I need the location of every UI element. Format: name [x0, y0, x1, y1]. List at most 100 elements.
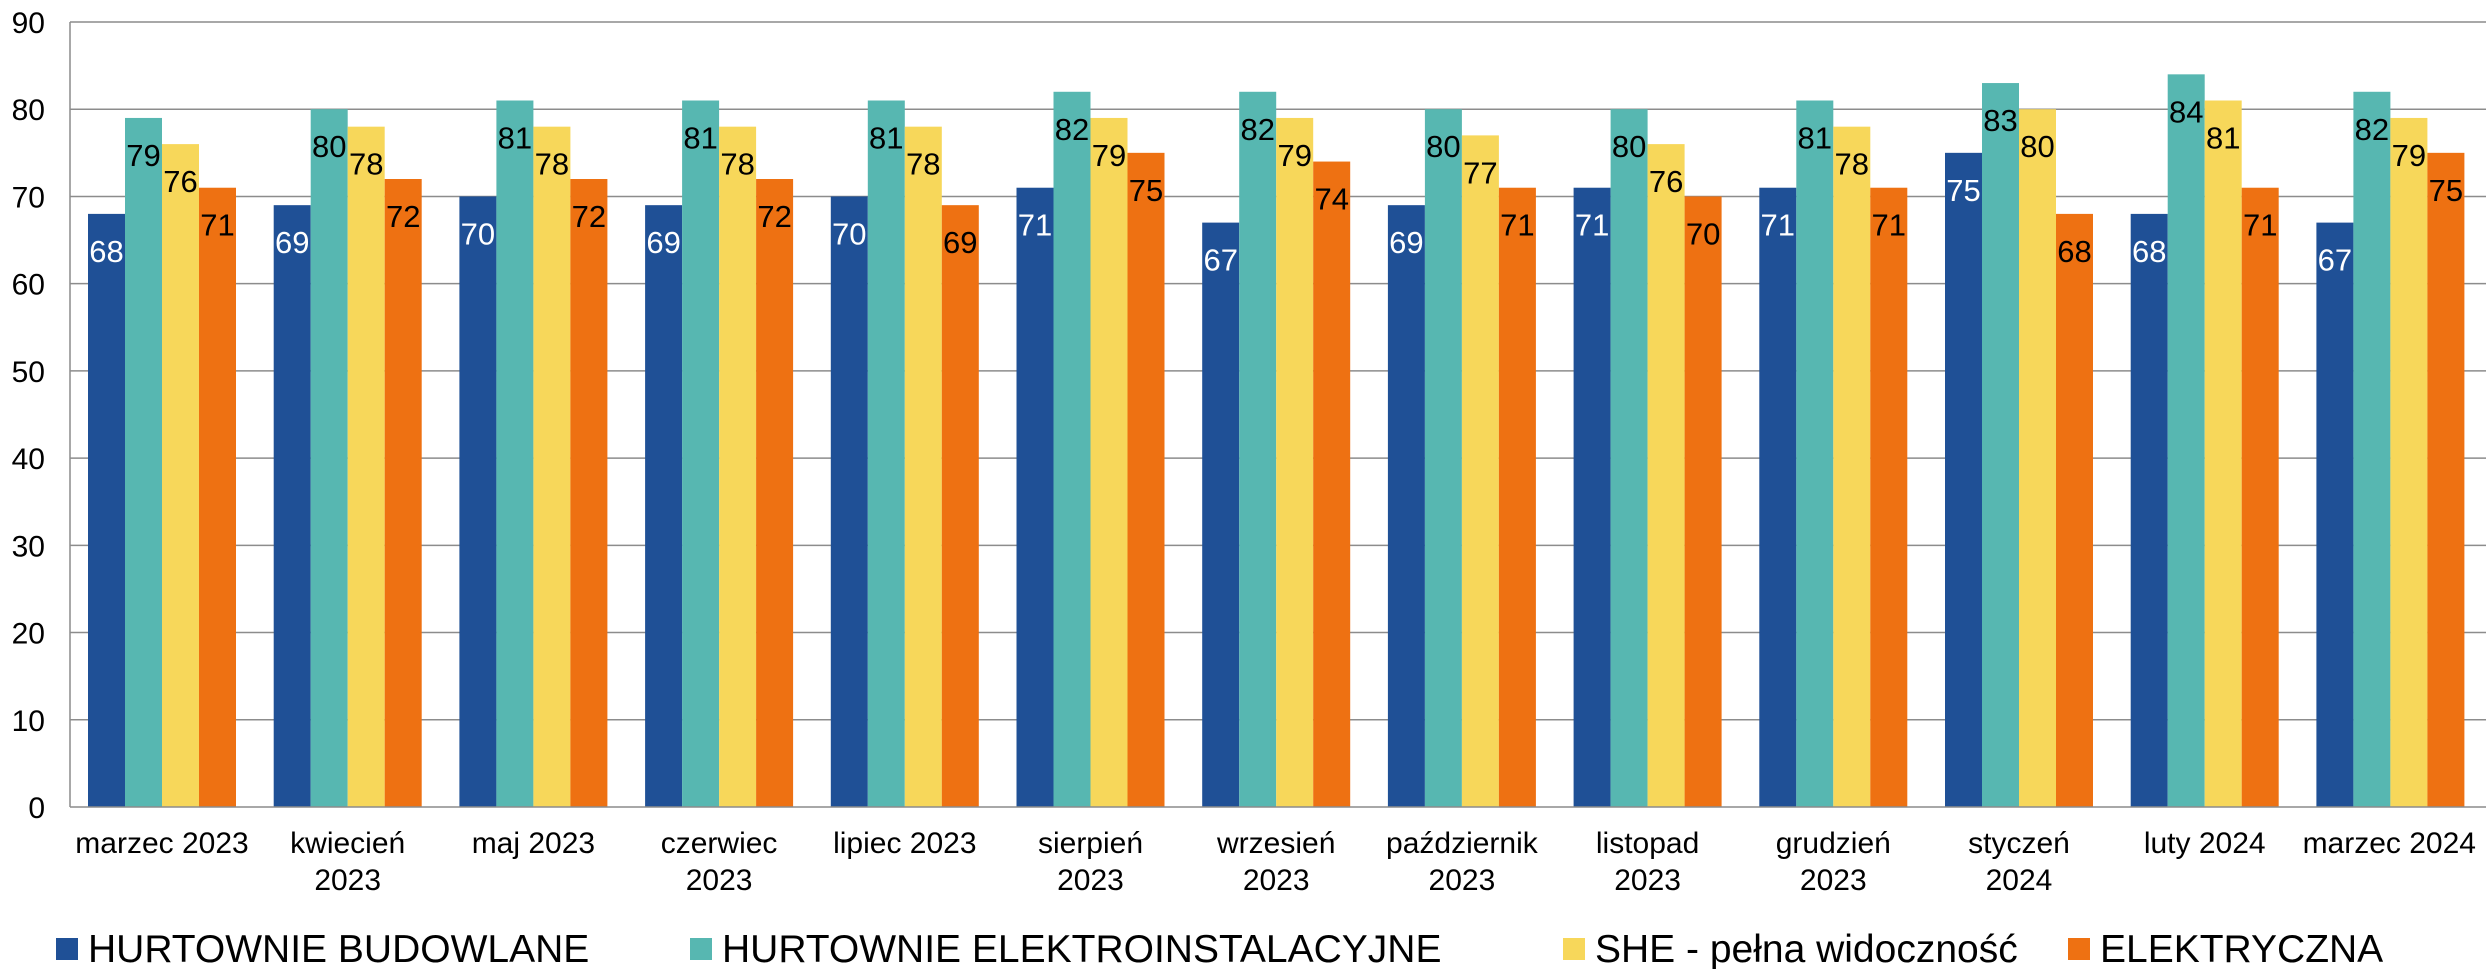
bar: [384, 179, 422, 807]
x-tick-label: 2023: [1057, 864, 1124, 897]
data-label: 82: [1055, 112, 1089, 147]
bar: [310, 109, 348, 807]
bar: [125, 117, 162, 807]
x-tick-label: 2023: [314, 864, 381, 897]
data-label: 67: [1203, 243, 1237, 278]
bar: [1647, 144, 1685, 808]
x-tick-label: maj 2023: [472, 827, 595, 860]
data-label: 82: [1240, 112, 1274, 147]
bar: [719, 126, 757, 807]
bar: [1424, 109, 1462, 807]
bar: [1461, 135, 1499, 807]
data-label: 80: [2020, 129, 2054, 164]
bar: [1870, 187, 1908, 807]
bar: [2353, 91, 2391, 808]
bar: [2427, 152, 2465, 808]
x-tick-label: 2024: [1986, 864, 2053, 897]
y-tick-label: 40: [12, 443, 45, 476]
data-label: 78: [349, 147, 383, 182]
y-tick-label: 80: [12, 94, 45, 127]
data-label: 72: [572, 199, 606, 234]
bar: [645, 205, 683, 807]
bar: [1276, 117, 1314, 807]
data-label: 68: [2057, 234, 2091, 269]
bar: [1239, 91, 1277, 808]
data-label: 81: [869, 121, 903, 156]
y-tick-label: 10: [12, 705, 45, 738]
data-label: 69: [943, 225, 977, 260]
bar: [682, 100, 720, 807]
y-tick-label: 0: [28, 792, 45, 825]
bar: [533, 126, 571, 807]
bar: [1833, 126, 1871, 807]
x-tick-label: 2023: [686, 864, 753, 897]
bar: [347, 126, 385, 807]
data-label: 79: [1092, 138, 1126, 173]
data-label: 77: [1463, 155, 1497, 190]
bar: [2316, 222, 2354, 808]
legend-swatch: [1563, 938, 1585, 960]
legend-swatch: [2068, 938, 2090, 960]
data-label: 75: [1946, 173, 1980, 208]
bar: [496, 100, 534, 807]
x-tick-label: marzec 2024: [2303, 827, 2476, 860]
x-tick-label: styczeń: [1968, 827, 2070, 860]
bar: [2130, 213, 2168, 807]
data-label: 81: [1798, 121, 1832, 156]
bar: [1796, 100, 1834, 807]
legend-label: HURTOWNIE ELEKTROINSTALACYJNE: [722, 928, 1441, 969]
bar: [756, 179, 794, 807]
data-label: 68: [89, 234, 123, 269]
x-tick-label: luty 2024: [2144, 827, 2266, 860]
y-tick-label: 60: [12, 269, 45, 302]
data-label: 76: [163, 164, 197, 199]
data-label: 71: [1500, 208, 1534, 243]
x-tick-label: październik: [1386, 827, 1539, 860]
x-tick-label: marzec 2023: [75, 827, 248, 860]
data-label: 69: [275, 225, 309, 260]
bar: [1387, 205, 1425, 807]
data-label: 80: [1426, 129, 1460, 164]
legend-label: SHE - pełna widoczność: [1595, 928, 2018, 969]
data-label: 70: [1686, 216, 1720, 251]
bar: [867, 100, 905, 807]
data-label: 75: [2429, 173, 2463, 208]
data-label: 79: [126, 138, 160, 173]
data-label: 70: [461, 216, 495, 251]
bar: [1498, 187, 1536, 807]
data-label: 71: [1872, 208, 1906, 243]
data-label: 71: [1018, 208, 1052, 243]
bar: [162, 144, 199, 808]
x-tick-label: 2023: [1429, 864, 1496, 897]
bar: [1759, 187, 1797, 807]
bar: [459, 196, 497, 807]
data-label: 78: [720, 147, 754, 182]
x-tick-label: sierpień: [1038, 827, 1143, 860]
data-label: 68: [2132, 234, 2166, 269]
data-label: 70: [832, 216, 866, 251]
bar: [2204, 100, 2242, 807]
bar: [2056, 213, 2093, 807]
data-label: 71: [1761, 208, 1795, 243]
bar: [1945, 152, 1982, 808]
bar: [273, 205, 311, 807]
bars: [88, 74, 2465, 808]
bar: [2019, 109, 2056, 807]
data-label: 75: [1129, 173, 1163, 208]
y-tick-label: 70: [12, 181, 45, 214]
bar: [941, 205, 979, 807]
data-label: 71: [1575, 208, 1609, 243]
bar: [1684, 196, 1722, 807]
data-label: 67: [2318, 243, 2352, 278]
data-label: 76: [1649, 164, 1683, 199]
y-tick-label: 50: [12, 356, 45, 389]
x-tick-label: 2023: [1243, 864, 1310, 897]
data-label: 74: [1314, 182, 1348, 217]
bar: [1016, 187, 1054, 807]
legend-label: ELEKTRYCZNA: [2100, 928, 2383, 969]
bar: [2390, 117, 2428, 807]
x-tick-label: 2023: [1800, 864, 1867, 897]
data-label: 81: [2206, 121, 2240, 156]
x-tick-label: kwiecień: [290, 827, 405, 860]
